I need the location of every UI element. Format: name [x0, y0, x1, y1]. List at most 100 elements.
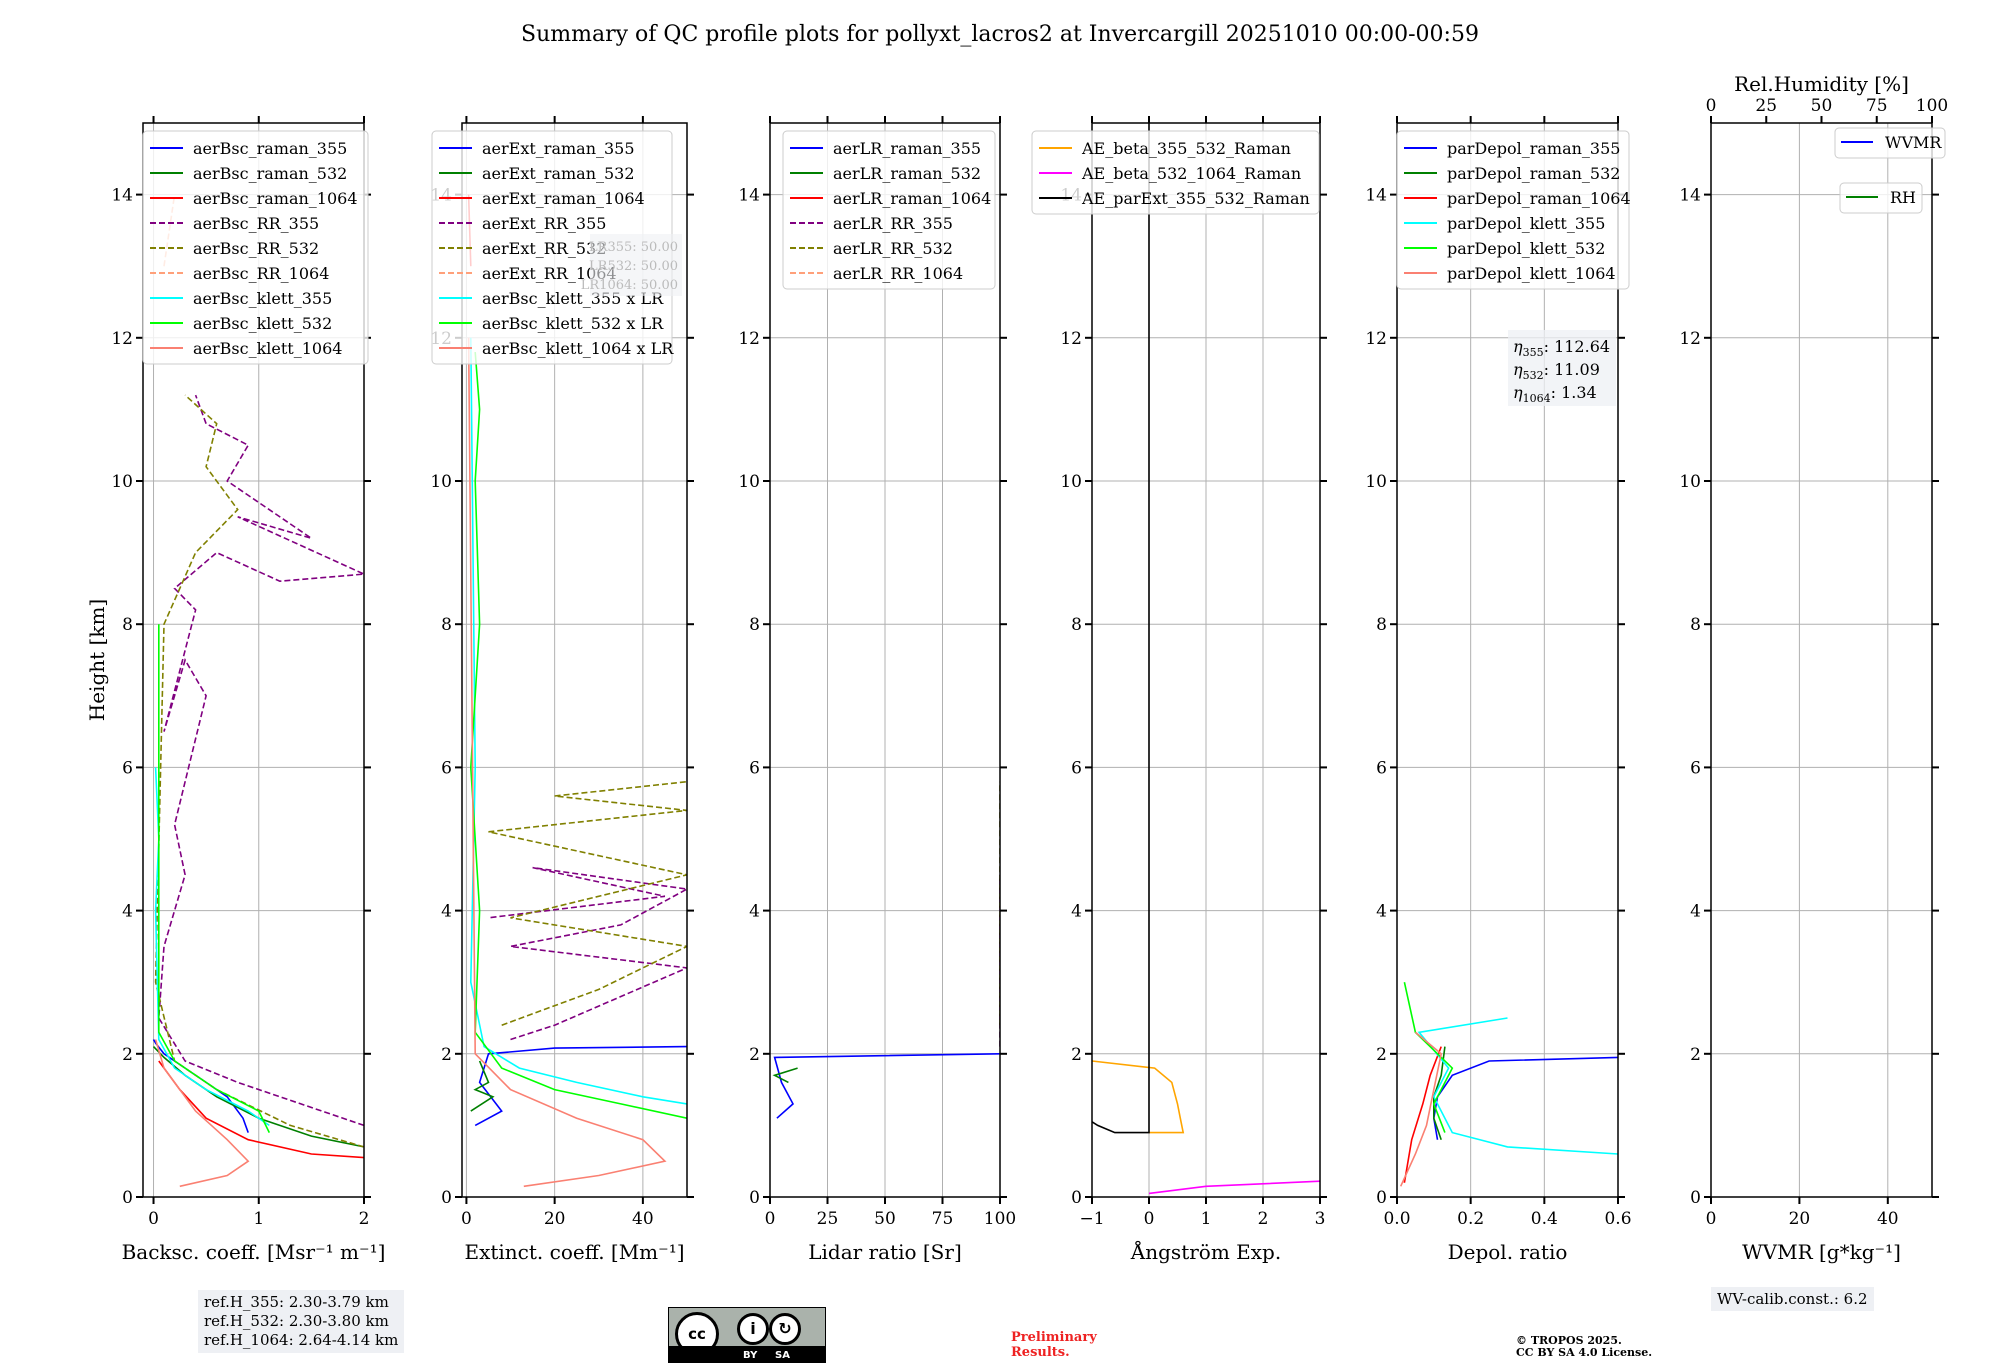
y-tick-label: 8 [1071, 615, 1082, 635]
lidar-ratio-value: LR532: 50.00 [589, 259, 678, 274]
legend-box [1031, 130, 1320, 215]
legend: AE_beta_355_532_Raman AE_beta_532_1064_Ra… [1031, 130, 1320, 215]
x-axis-label: Lidar ratio [Sr] [808, 1240, 962, 1264]
y-tick-label: 0 [1690, 1188, 1701, 1208]
series-line-pardepol-klett-532 [1403, 982, 1454, 1133]
x-tick-label: 0 [148, 1209, 159, 1229]
x-tick-label: 2 [359, 1209, 370, 1229]
y-tick-label: 2 [749, 1045, 760, 1065]
y-tick-label: 10 [1365, 472, 1387, 492]
legend-label: aerBsc_raman_355 [193, 139, 347, 158]
x-tick-label: 0.2 [1457, 1209, 1484, 1229]
lidar-ratio-value: LR355: 50.00 [589, 240, 678, 255]
y-tick-label: 8 [1690, 615, 1701, 635]
x-tick-label: −1 [1079, 1209, 1104, 1229]
legend-label: AE_beta_532_1064_Raman [1081, 164, 1301, 183]
x-tick-label: 0 [1144, 1209, 1155, 1229]
series-line-pardepol-klett-355 [1417, 1017, 1618, 1155]
legend: WVMR RH [1834, 127, 1946, 214]
y-tick-label: 10 [430, 472, 452, 492]
top-axis-label: Rel.Humidity [%] [1734, 72, 1909, 96]
y-tick-label: 2 [1376, 1045, 1387, 1065]
ref-height-532: ref.H_532: 2.30-3.80 km [204, 1312, 389, 1330]
legend: aerExt_raman_355 aerExt_raman_532 aerExt_r… [431, 130, 674, 365]
series-line-aerbsc-rr-355 [157, 394, 364, 1127]
y-tick-label: 0 [1071, 1188, 1082, 1208]
sa-label: SA [775, 1350, 790, 1361]
legend-label: parDepol_klett_1064 [1447, 264, 1616, 283]
series-line-pardepol-raman-1064 [1403, 1046, 1442, 1183]
x-tick-label: 20 [544, 1209, 566, 1229]
legend-label: aerBsc_klett_532 x LR [482, 314, 664, 333]
eta-value-1064: η1064: 1.34 [1513, 383, 1597, 405]
y-tick-label: 8 [1376, 615, 1387, 635]
x-tick-label: 100 [984, 1209, 1016, 1229]
x-axis-label: Ångström Exp. [1130, 1239, 1281, 1264]
series-line-aerlr-raman-355 [773, 1053, 1000, 1119]
series-line-aerlr-raman-532 [772, 1067, 798, 1084]
legend-label: aerBsc_klett_1064 x LR [482, 339, 674, 358]
panel-extinction: 0246810121402040Extinct. coeff. [Mm⁻¹]ae… [430, 116, 694, 1264]
top-x-tick-label: 75 [1866, 96, 1888, 116]
legend-label: AE_parExt_355_532_Raman [1081, 189, 1310, 208]
cc-by-sa-license-badge: cc i ↻ BY SA [668, 1307, 826, 1363]
series-line-aerext-raman-532 [470, 1060, 495, 1112]
y-tick-label: 14 [1679, 186, 1701, 206]
series-line-aerbsc-klett-355 [154, 767, 270, 1127]
eta-calibration-box [1508, 330, 1616, 406]
y-tick-label: 12 [738, 329, 760, 349]
legend-label: aerExt_RR_355 [482, 214, 606, 233]
axes-frame [142, 122, 365, 1198]
license-label-bar [669, 1346, 825, 1362]
y-tick-label: 12 [111, 329, 133, 349]
x-tick-label: 75 [932, 1209, 954, 1229]
series-line-aerbsc-raman-1064 [158, 1060, 364, 1159]
legend-label: aerBsc_RR_1064 [193, 264, 329, 283]
axes-frame [1396, 122, 1619, 1198]
legend-label: aerLR_RR_1064 [833, 264, 963, 283]
legend-label: aerBsc_klett_1064 [193, 339, 342, 358]
lidar-ratio-box [590, 234, 682, 296]
y-tick-label: 12 [1679, 329, 1701, 349]
x-tick-label: 1 [1201, 1209, 1212, 1229]
y-tick-label: 10 [1060, 472, 1082, 492]
x-tick-label: 40 [1877, 1209, 1899, 1229]
x-tick-label: 20 [1789, 1209, 1811, 1229]
reference-height-box: ref.H_355: 2.30-3.79 km ref.H_532: 2.30-… [198, 1290, 405, 1353]
legend-label: parDepol_raman_355 [1447, 139, 1620, 158]
legend-label: aerExt_RR_532 [482, 239, 606, 258]
legend-label: AE_beta_355_532_Raman [1081, 139, 1291, 158]
y-tick-label: 4 [749, 902, 760, 922]
top-x-tick-label: 0 [1706, 96, 1717, 116]
legend-label: aerExt_raman_1064 [482, 189, 645, 208]
copyright-note: © TROPOS 2025. CC BY SA 4.0 License. [1516, 1335, 1652, 1359]
x-tick-label: 3 [1315, 1209, 1326, 1229]
preliminary-results-note: Preliminary Results. [1011, 1330, 1097, 1360]
y-tick-label: 12 [1365, 329, 1387, 349]
y-tick-label: 0 [122, 1188, 133, 1208]
y-tick-label: 10 [111, 472, 133, 492]
y-tick-label: 10 [738, 472, 760, 492]
copyright-line-1: © TROPOS 2025. [1516, 1334, 1622, 1347]
x-axis-label: Extinct. coeff. [Mm⁻¹] [464, 1240, 684, 1264]
ref-height-355: ref.H_355: 2.30-3.79 km [204, 1293, 389, 1311]
legend-label: aerBsc_klett_532 [193, 314, 332, 333]
top-x-tick-label: 100 [1916, 96, 1948, 116]
series-line-aerbsc-rr-532 [154, 394, 364, 1148]
x-tick-label: 2 [1258, 1209, 1269, 1229]
x-tick-label: 1 [253, 1209, 264, 1229]
y-tick-label: 8 [441, 615, 452, 635]
y-tick-label: 6 [122, 758, 133, 778]
y-axis-label: Height [km] [85, 599, 109, 721]
figure-title: Summary of QC profile plots for pollyxt_… [521, 22, 1479, 47]
legend-label: aerExt_raman_532 [482, 164, 635, 183]
x-axis-label: Backsc. coeff. [Msr⁻¹ m⁻¹] [122, 1240, 386, 1264]
x-tick-label: 0 [461, 1209, 472, 1229]
y-tick-label: 14 [111, 186, 133, 206]
copyright-line-2: CC BY SA 4.0 License. [1516, 1346, 1653, 1359]
legend-label: aerBsc_RR_355 [193, 214, 319, 233]
preliminary-line-2: Results. [1011, 1345, 1070, 1360]
lidar-ratio-value: LR1064: 50.00 [581, 278, 678, 293]
